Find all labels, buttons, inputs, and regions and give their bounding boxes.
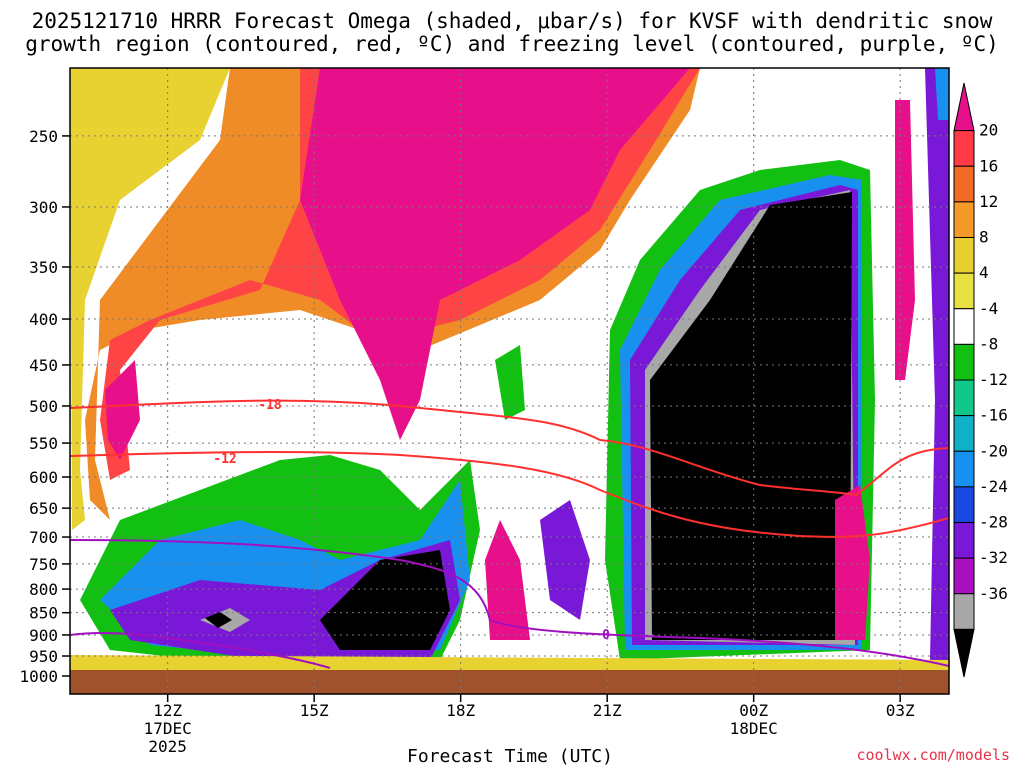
omega-region-green-middle: [495, 345, 525, 420]
colorbar-label-8: -16: [979, 406, 1008, 425]
contour-freezing-lower: [70, 631, 331, 669]
colorbar-label-13: -36: [979, 584, 1008, 603]
y-tick-label-950: 950: [29, 647, 58, 666]
y-tick-label-600: 600: [29, 468, 58, 487]
ground-layer: [70, 670, 949, 694]
y-tick-label-1000: 1000: [19, 667, 58, 686]
omega-region-black-right: [650, 192, 852, 640]
colorbar-label-12: -32: [979, 548, 1008, 567]
x-tick-date-12Z: 17DEC: [144, 719, 192, 738]
x-tick-label-21Z: 21Z: [593, 701, 622, 720]
colorbar-label-3: 8: [979, 228, 989, 247]
y-tick-label-900: 900: [29, 626, 58, 645]
contour-labels: -18 -12 0: [213, 398, 610, 643]
omega-region-blue-edge: [935, 68, 949, 120]
colorbar-segment-3: [953, 201, 975, 238]
colorbar-label-1: 16: [979, 156, 998, 175]
contour-label-0: -18: [258, 398, 282, 413]
y-tick-label-800: 800: [29, 580, 58, 599]
contours: [70, 399, 949, 669]
colorbar-label-11: -28: [979, 513, 1008, 532]
colorbar-segment-7: [953, 343, 975, 381]
x-tick-year-12Z: 2025: [148, 737, 187, 756]
y-tick-label-700: 700: [29, 528, 58, 547]
y-tick-label-500: 500: [29, 397, 58, 416]
y-tick-label-850: 850: [29, 604, 58, 623]
omega-region-magenta-lowerright: [835, 485, 870, 640]
colorbar-label-6: -8: [979, 334, 998, 353]
colorbar-segment-2: [953, 165, 975, 203]
colorbar-segment-12: [953, 522, 975, 559]
colorbar-label-7: -12: [979, 370, 1008, 389]
colorbar-segment-4: [953, 237, 975, 274]
contour-dgz-upper: [70, 399, 949, 497]
omega-region-magenta-left: [105, 360, 140, 460]
y-tick-label-350: 350: [29, 258, 58, 277]
omega-shading: [70, 68, 949, 670]
colorbar-label-2: 12: [979, 192, 998, 211]
omega-region-purple-middle: [540, 500, 590, 620]
chart-title-line1: 2025121710 HRRR Forecast Omega (shaded, …: [31, 9, 993, 33]
x-axis-label: Forecast Time (UTC): [407, 746, 613, 767]
colorbar-cap-top: [953, 82, 975, 132]
y-tick-label-450: 450: [29, 356, 58, 375]
omega-region-yellow: [70, 68, 230, 530]
credit-text: coolwx.com/models: [856, 746, 1010, 764]
x-tick-label-12Z: 12Z: [153, 701, 182, 720]
colorbar-segment-6: [953, 308, 975, 345]
contour-freezing-level: [70, 539, 949, 667]
colorbar-segment-11: [953, 486, 975, 523]
plot-frame: [69, 67, 950, 695]
y-tick-label-400: 400: [29, 310, 58, 329]
colorbar-label-5: -4: [979, 299, 998, 318]
colorbar-segment-13: [953, 557, 975, 595]
x-tick-label-15Z: 15Z: [300, 701, 329, 720]
colorbar: 20 16 12 8 4 -4 -8 -12 -16 -20 -24 -28 -32 -36: [953, 82, 1008, 678]
omega-region-purple-edge: [925, 68, 949, 660]
colorbar-label-0: 20: [979, 121, 998, 140]
colorbar-segment-9: [953, 415, 975, 452]
colorbar-segment-1: [953, 130, 975, 167]
colorbar-segment-14: [953, 593, 975, 630]
x-tick-label-18Z: 18Z: [446, 701, 475, 720]
y-tick-label-750: 750: [29, 555, 58, 574]
colorbar-label-4: 4: [979, 263, 989, 282]
colorbar-label-9: -20: [979, 441, 1008, 460]
omega-region-black-lowerleft: [320, 550, 450, 650]
chart-title-line2: growth region (contoured, red, ºC) and f…: [25, 32, 999, 56]
contour-label-1: -12: [213, 452, 236, 467]
contour-label-2: 0: [602, 628, 610, 643]
x-tick-label-00Z: 00Z: [739, 701, 768, 720]
omega-region-magenta-upper: [300, 68, 690, 440]
y-tick-label-550: 550: [29, 434, 58, 453]
contour-dgz-lower: [70, 451, 949, 538]
y-axis: 250 300 350 400 450 500 550 600 650 700 750 800 850 9…: [19, 127, 70, 686]
omega-region-magenta-middle: [485, 520, 530, 640]
colorbar-segment-8: [953, 379, 975, 417]
colorbar-cap-bottom: [953, 628, 975, 678]
omega-region-black-small: [205, 612, 232, 628]
colorbar-segment-5: [953, 272, 975, 310]
y-tick-label-650: 650: [29, 499, 58, 518]
x-tick-label-03Z: 03Z: [886, 701, 915, 720]
y-tick-label-300: 300: [29, 198, 58, 217]
y-tick-label-250: 250: [29, 127, 58, 146]
colorbar-label-10: -24: [979, 477, 1008, 496]
x-tick-date-00Z: 18DEC: [730, 719, 778, 738]
colorbar-segment-10: [953, 450, 975, 488]
